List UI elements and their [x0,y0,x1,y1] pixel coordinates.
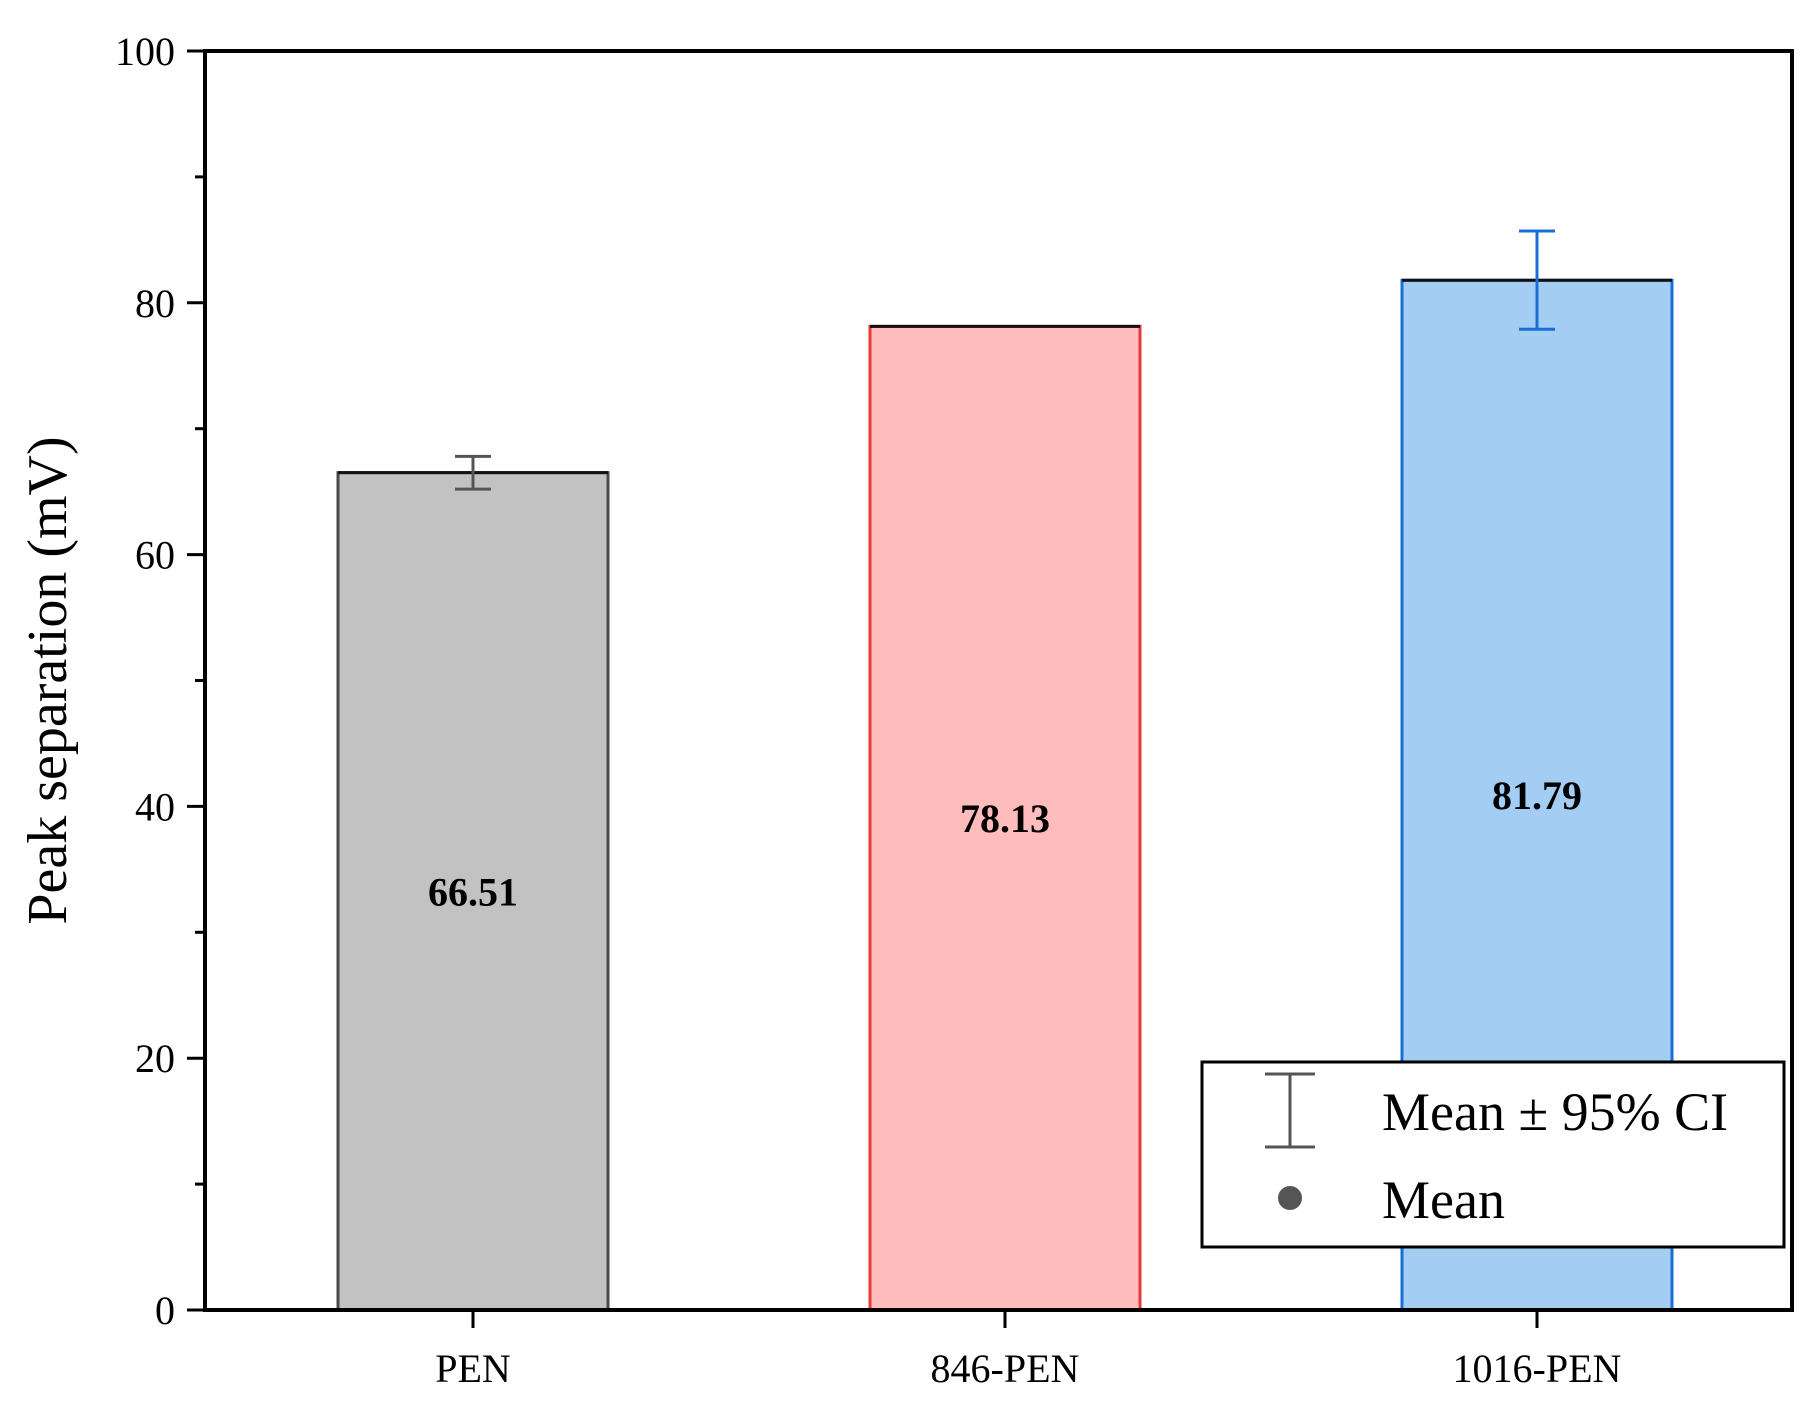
y-tick-label: 0 [155,1288,175,1333]
dot-icon [1278,1186,1302,1210]
legend-label-mean: Mean [1382,1170,1505,1230]
error-bar-pen [455,454,491,491]
bar-846-pen [868,324,1142,1312]
y-axis-title: Peak separation (mV) [17,436,79,924]
error-bar-1016-pen [1519,229,1555,331]
y-tick-label: 100 [115,29,175,74]
data-labels: 66.51 78.13 81.79 [428,773,1582,914]
error-bars [455,229,1555,491]
legend-label-ci: Mean ± 95% CI [1382,1082,1728,1142]
x-tick-label: PEN [435,1346,511,1391]
axes: 0 20 40 60 80 100 PEN 846-PEN 1016-PEN [115,29,1794,1391]
y-tick-label: 60 [135,533,175,578]
y-tick-label: 80 [135,281,175,326]
legend: Mean ± 95% CI Mean [1200,1060,1786,1249]
y-tick-label: 40 [135,784,175,829]
x-tick-label: 1016-PEN [1453,1346,1622,1391]
data-label-846-pen: 78.13 [960,796,1050,841]
error-bar-icon [1265,1072,1315,1149]
x-tick-label: 846-PEN [931,1346,1080,1391]
y-tick-label: 20 [135,1036,175,1081]
bar-pen [336,471,610,1312]
data-label-1016-pen: 81.79 [1492,773,1582,818]
legend-box [1200,1060,1786,1249]
data-label-pen: 66.51 [428,869,518,914]
